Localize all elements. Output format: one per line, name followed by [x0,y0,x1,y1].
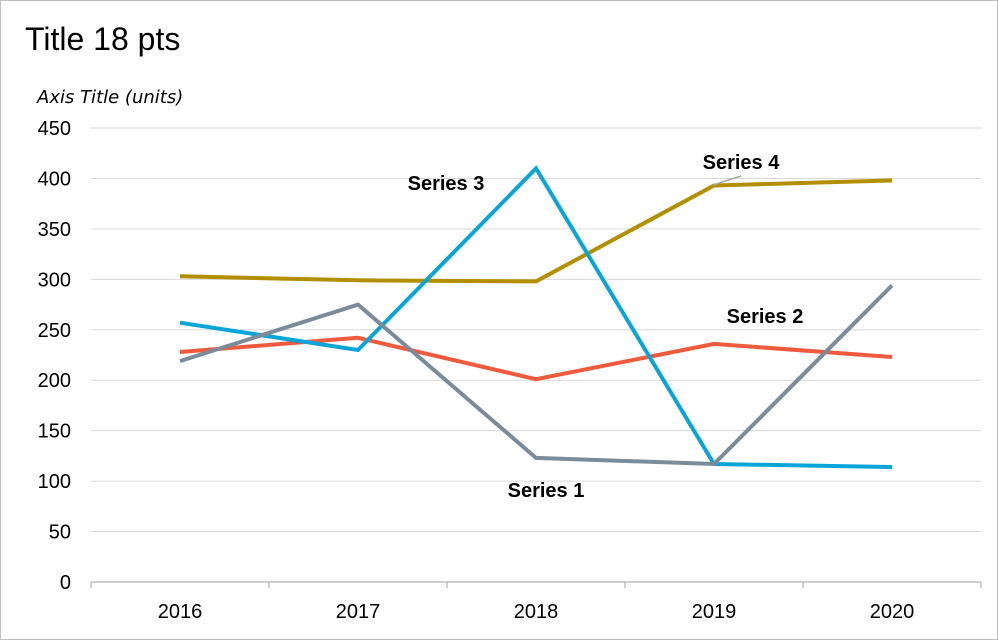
y-tick-label: 0 [60,572,71,594]
series-line-3 [179,165,893,469]
x-tick-label: 2016 [158,601,203,623]
y-tick-label: 350 [38,219,71,241]
series-line-1 [179,283,894,467]
y-tick-label: 250 [38,320,71,342]
x-tick-label: 2017 [336,601,381,623]
y-axis-title: Axis Title (units) [37,87,184,108]
y-tick-label: 300 [38,269,71,291]
series-label-3: Series 3 [408,173,485,195]
x-axis: 2016 2017 2018 2019 2020 [90,581,982,623]
series-line-4 [179,178,893,284]
y-axis-ticks: 0 50 100 150 200 250 300 350 400 450 [38,118,71,594]
x-tick-label: 2018 [514,601,559,623]
series-label-1: Series 1 [508,480,585,502]
y-tick-label: 200 [38,370,71,392]
y-tick-label: 400 [38,168,71,190]
series-label-4: Series 4 [703,152,781,174]
y-tick-label: 50 [49,522,71,544]
series-line-2 [179,335,893,382]
y-tick-label: 150 [38,421,71,443]
series-label-2: Series 2 [727,306,804,328]
y-tick-label: 450 [38,118,71,140]
chart-title: Title 18 pts [25,21,181,57]
y-tick-label: 100 [38,471,71,493]
x-tick-label: 2019 [692,601,737,623]
series-4-leader-line [712,175,742,186]
series-lines [179,165,894,469]
x-tick-label: 2020 [870,601,915,623]
series-labels: Series 1 Series 2 Series 3 Series 4 [408,152,804,502]
